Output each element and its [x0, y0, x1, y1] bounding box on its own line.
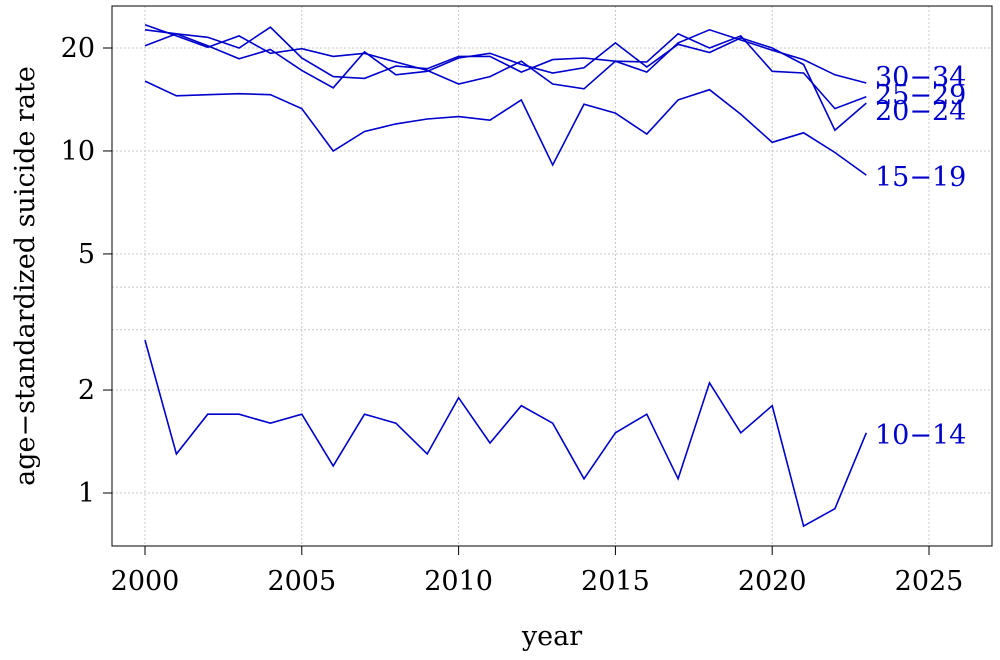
y-tick-label-4: 20	[61, 33, 95, 64]
y-tick-label-1: 2	[78, 375, 95, 406]
grid-lines	[112, 6, 992, 546]
series-label-2: 20−24	[875, 96, 966, 127]
x-axis-title: year	[521, 621, 582, 652]
x-tick-label-5: 2025	[895, 566, 964, 597]
x-axis: 2000 2005 2010 2015 2020 2025	[111, 546, 964, 597]
y-tick-label-0: 1	[78, 478, 95, 509]
x-tick-label-4: 2020	[738, 566, 807, 597]
y-axis: 1 2 5 10 20	[61, 33, 112, 509]
series-line-1	[144, 80, 867, 176]
series-label-3: 25−29	[875, 80, 966, 111]
series-label-4: 30−34	[875, 62, 966, 93]
x-tick-label-0: 2000	[111, 566, 180, 597]
y-tick-label-2: 5	[78, 239, 95, 270]
x-tick-label-1: 2005	[267, 566, 336, 597]
series-line-4	[144, 26, 867, 84]
plot-frame	[111, 5, 993, 547]
y-tick-label-3: 10	[61, 136, 95, 167]
series-line-3	[144, 23, 867, 110]
x-tick-label-3: 2015	[581, 566, 650, 597]
series-line-0	[144, 339, 868, 528]
series-label-0: 10−14	[875, 420, 966, 451]
y-axis-title: age−standardized suicide rate	[10, 66, 41, 486]
x-tick-label-2: 2010	[424, 566, 493, 597]
series-label-1: 15−19	[875, 162, 966, 193]
